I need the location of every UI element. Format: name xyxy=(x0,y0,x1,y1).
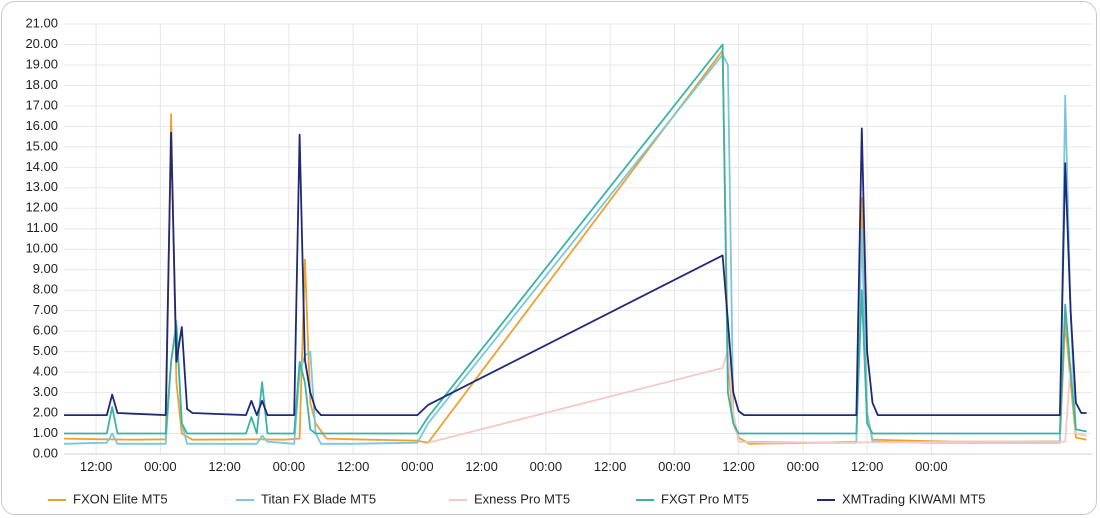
y-tick-label: 1.00 xyxy=(33,425,58,440)
x-tick-label: 00:00 xyxy=(401,459,434,474)
y-tick-label: 0.00 xyxy=(33,445,58,460)
y-tick-label: 17.00 xyxy=(25,97,58,112)
x-tick-label: 12:00 xyxy=(851,459,884,474)
series-line-5 xyxy=(64,127,1087,417)
y-tick-label: 3.00 xyxy=(33,384,58,399)
y-tick-label: 13.00 xyxy=(25,179,58,194)
legend-label: XMTrading KIWAMI MT5 xyxy=(842,491,986,506)
x-tick-label: 12:00 xyxy=(337,459,370,474)
x-tick-label: 12:00 xyxy=(465,459,498,474)
y-tick-label: 11.00 xyxy=(26,220,58,235)
x-tick-label: 12:00 xyxy=(594,459,627,474)
legend-label: Titan FX Blade MT5 xyxy=(261,491,376,506)
y-tick-label: 21.00 xyxy=(25,15,58,30)
y-tick-label: 9.00 xyxy=(33,261,58,276)
y-tick-label: 2.00 xyxy=(33,404,58,419)
y-tick-label: 6.00 xyxy=(33,323,58,338)
legend-label: FXON Elite MT5 xyxy=(73,491,168,506)
y-tick-label: 14.00 xyxy=(25,159,58,174)
y-tick-label: 12.00 xyxy=(25,200,58,215)
x-tick-label: 00:00 xyxy=(530,459,563,474)
y-tick-label: 5.00 xyxy=(33,343,58,358)
x-tick-label: 00:00 xyxy=(273,459,306,474)
y-tick-label: 20.00 xyxy=(25,36,58,51)
y-tick-label: 16.00 xyxy=(25,118,58,133)
y-tick-label: 19.00 xyxy=(25,56,58,71)
legend-label: FXGT Pro MT5 xyxy=(661,491,749,506)
x-tick-label: 12:00 xyxy=(80,459,113,474)
y-tick-label: 4.00 xyxy=(33,364,58,379)
series-line-1 xyxy=(63,49,1087,445)
y-tick-label: 18.00 xyxy=(25,77,58,92)
series-line-3 xyxy=(427,348,1087,444)
y-tick-label: 8.00 xyxy=(33,282,58,297)
legend-label: Exness Pro MT5 xyxy=(474,491,570,506)
x-tick-label: 00:00 xyxy=(915,459,948,474)
series-line-4 xyxy=(64,43,1087,435)
y-tick-label: 15.00 xyxy=(25,138,58,153)
y-tick-label: 10.00 xyxy=(25,241,58,256)
x-tick-label: 12:00 xyxy=(208,459,241,474)
x-tick-label: 00:00 xyxy=(144,459,177,474)
x-tick-label: 12:00 xyxy=(722,459,755,474)
y-tick-label: 7.00 xyxy=(33,302,58,317)
x-tick-label: 00:00 xyxy=(787,459,820,474)
x-tick-label: 00:00 xyxy=(658,459,691,474)
